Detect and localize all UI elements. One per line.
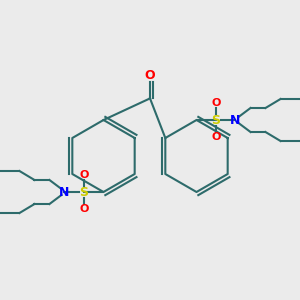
Text: N: N (59, 185, 70, 199)
Text: O: O (79, 203, 89, 214)
Text: O: O (211, 98, 221, 109)
Text: O: O (79, 170, 89, 181)
Text: O: O (145, 69, 155, 82)
Text: O: O (211, 131, 221, 142)
Text: S: S (212, 113, 220, 127)
Text: S: S (80, 185, 88, 199)
Text: N: N (230, 113, 241, 127)
